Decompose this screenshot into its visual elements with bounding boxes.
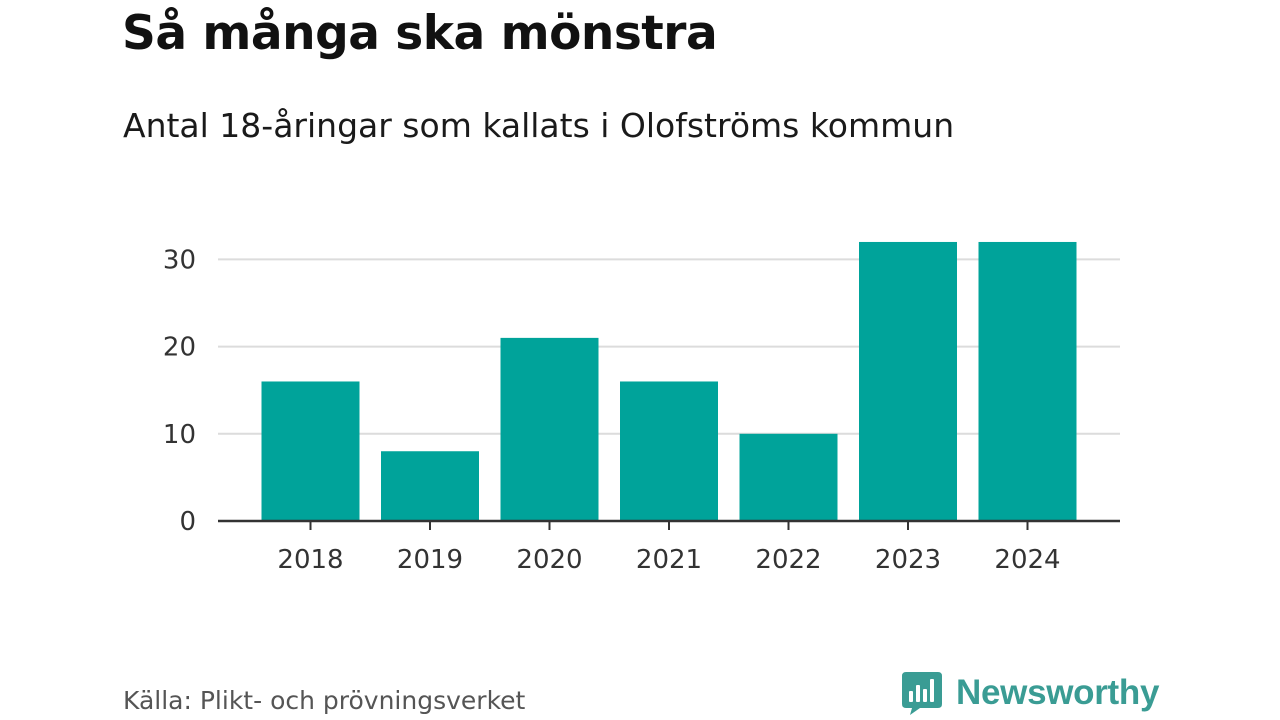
label-layer: 0 10 20 30 2018 2019 2020 2021 2022 2023 2024: [163, 245, 1061, 575]
bar-2018: [261, 381, 360, 521]
brand-logo: Newsworthy: [900, 670, 1159, 716]
x-tick-label: 2019: [397, 545, 463, 575]
x-tick-label: 2018: [277, 545, 343, 575]
y-tick-label: 20: [163, 333, 196, 363]
axis-layer: [218, 519, 1120, 530]
x-tick-label: 2020: [516, 545, 582, 575]
source-note: Källa: Plikt- och prövningsverket: [123, 686, 526, 715]
bar-2023: [859, 241, 957, 521]
y-tick-label: 0: [179, 507, 196, 537]
x-tick-label: 2021: [636, 545, 702, 575]
bar-2022: [739, 433, 838, 521]
bar-layer: [261, 241, 1077, 521]
chart-title: Så många ska mönstra: [122, 6, 718, 61]
newsworthy-logo-icon: [902, 672, 942, 715]
chart-subtitle: Antal 18-åringar som kallats i Olofström…: [123, 106, 955, 145]
x-tick-label: 2023: [875, 545, 941, 575]
x-tick-label: 2022: [755, 545, 821, 575]
bar-chart: 0 10 20 30 2018 2019 2020 2021 2022 2023 2024: [163, 241, 1120, 575]
bar-2024: [978, 241, 1077, 521]
y-tick-label: 30: [163, 245, 196, 275]
bar-2021: [620, 381, 718, 521]
bar-2019: [381, 451, 479, 521]
y-tick-label: 10: [163, 420, 196, 450]
bar-2020: [500, 337, 599, 521]
x-tick-label: 2024: [994, 545, 1060, 575]
brand-name: Newsworthy: [956, 673, 1160, 712]
